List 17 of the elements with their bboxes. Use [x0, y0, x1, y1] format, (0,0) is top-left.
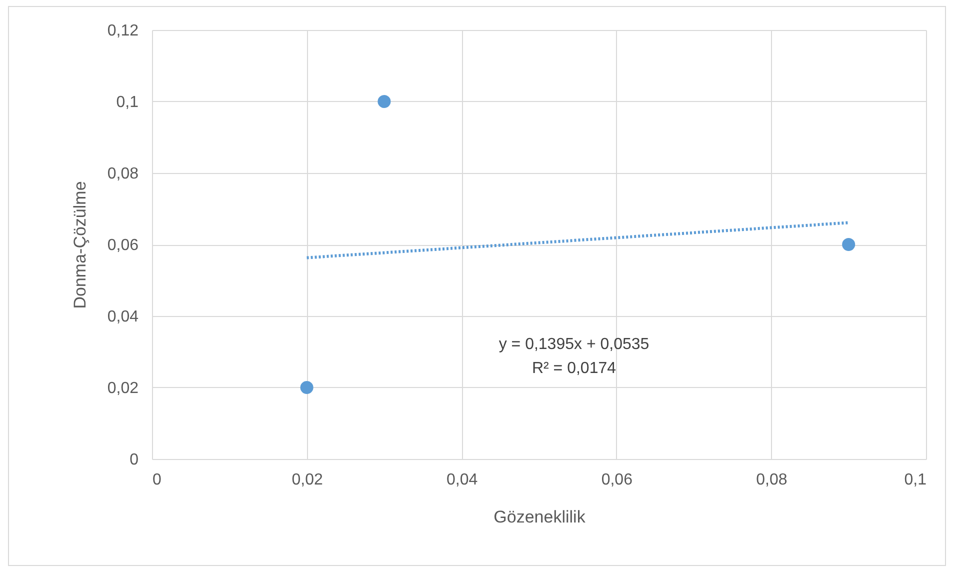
y-tick-label: 0,04 [107, 308, 139, 326]
y-tick-label: 0,06 [107, 237, 139, 254]
x-tick-label: 0,1 [904, 472, 927, 488]
y-tick-label: 0 [130, 452, 139, 468]
y-tick-label: 0,12 [107, 22, 139, 40]
x-tick-label: 0 [152, 472, 162, 488]
y-tick-label: 0,02 [107, 380, 139, 397]
x-axis-title: Gözeneklilik [494, 508, 586, 526]
x-tick-label: 0,02 [292, 472, 323, 488]
x-tick-label: 0,08 [756, 472, 788, 488]
x-tick-label: 0,04 [446, 472, 478, 488]
y-tick-label: 0,1 [116, 94, 139, 111]
y-axis-title: Donma-Çözülme [70, 181, 90, 309]
y-tick-label: 0,08 [107, 166, 139, 182]
annotation: R² = 0,0174 [530, 359, 618, 379]
annotation: y = 0,1395x + 0,0535 [498, 335, 650, 355]
x-tick-label: 0,06 [601, 472, 633, 488]
